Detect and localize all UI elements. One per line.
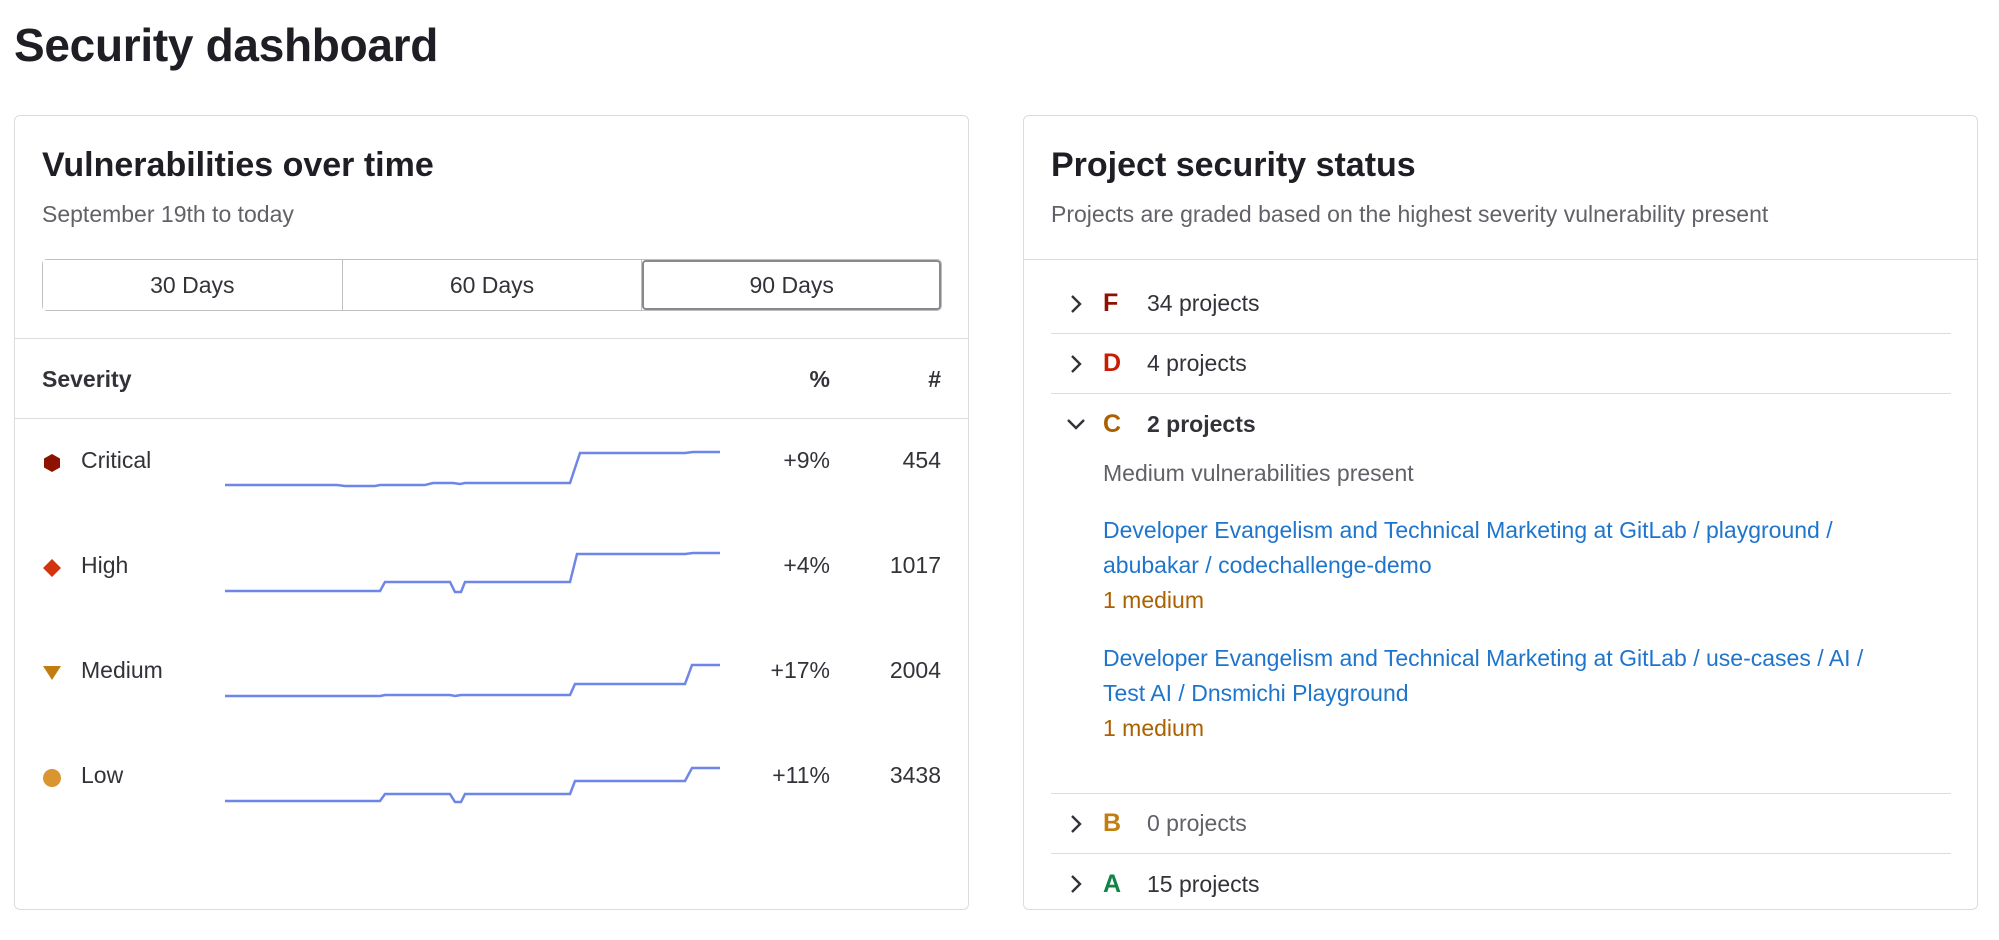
sparkline-medium xyxy=(225,663,720,698)
chevron-down-icon xyxy=(1067,419,1085,430)
severity-row-medium: Medium +17% 2004 xyxy=(15,651,968,711)
grade-row-d[interactable]: D 4 projects xyxy=(1051,334,1951,394)
grade-project-count: 2 projects xyxy=(1147,410,1256,437)
severity-header: Severity xyxy=(42,366,132,392)
vulnerabilities-over-time-card: Vulnerabilities over time September 19th… xyxy=(14,115,969,910)
sparkline-high xyxy=(225,551,720,594)
project-link-line2[interactable]: Test AI / Dnsmichi Playground xyxy=(1103,680,1409,706)
grade-project-count: 0 projects xyxy=(1147,810,1247,836)
grade-row-a[interactable]: A 15 projects xyxy=(1051,854,1951,914)
severity-label: Critical xyxy=(81,447,152,473)
severity-label: High xyxy=(81,552,129,578)
severity-count: 454 xyxy=(902,447,941,473)
project-link-line2[interactable]: abubakar / codechallenge-demo xyxy=(1103,552,1432,578)
grade-project-count: 4 projects xyxy=(1147,350,1247,376)
grade-project-count: 34 projects xyxy=(1147,290,1260,316)
severity-row-high: High +4% 1017 xyxy=(15,546,968,606)
triangle-down-icon xyxy=(43,666,61,680)
severity-percent: +9% xyxy=(783,447,830,473)
grade-letter: F xyxy=(1103,289,1119,317)
severity-count: 1017 xyxy=(889,552,941,578)
severity-count: 2004 xyxy=(889,657,941,683)
divider xyxy=(15,418,968,419)
range-selector: 30 Days 60 Days 90 Days xyxy=(42,259,942,311)
page-title: Security dashboard xyxy=(14,19,439,71)
grade-description: Medium vulnerabilities present xyxy=(1103,460,1414,486)
chevron-right-icon xyxy=(1071,294,1082,313)
diamond-icon xyxy=(43,559,61,577)
divider xyxy=(15,338,968,339)
grade-project-count: 15 projects xyxy=(1147,870,1260,897)
project-item: Developer Evangelism and Technical Marke… xyxy=(1103,641,1951,745)
vulnerabilities-date-range: September 19th to today xyxy=(42,201,294,227)
grade-row-f[interactable]: F 34 projects xyxy=(1051,274,1951,334)
percent-header: % xyxy=(809,366,830,392)
grade-row-b[interactable]: B 0 projects xyxy=(1051,794,1951,854)
project-link[interactable]: Developer Evangelism and Technical Marke… xyxy=(1103,513,1951,583)
grade-c-details: Medium vulnerabilities present Developer… xyxy=(1051,460,1951,793)
project-item: Developer Evangelism and Technical Marke… xyxy=(1103,513,1951,617)
chevron-right-icon xyxy=(1071,814,1082,833)
project-severity-count: 1 medium xyxy=(1103,587,1204,613)
chevron-right-icon xyxy=(1071,875,1082,893)
chevron-right-icon xyxy=(1071,354,1082,373)
severity-percent: +17% xyxy=(770,657,830,683)
sparkline-critical xyxy=(225,450,720,488)
project-status-title: Project security status xyxy=(1051,146,1416,184)
range-90-days-button[interactable]: 90 Days xyxy=(642,260,942,310)
project-severity-count: 1 medium xyxy=(1103,715,1204,741)
vulnerabilities-title: Vulnerabilities over time xyxy=(42,146,434,184)
grade-letter: C xyxy=(1103,409,1122,438)
severity-row-critical: Critical +9% 454 xyxy=(15,441,968,501)
severity-label: Low xyxy=(81,762,124,788)
circle-icon xyxy=(43,769,61,787)
severity-row-low: Low +11% 3438 xyxy=(15,756,968,816)
severity-percent: +11% xyxy=(772,762,830,788)
project-status-description: Projects are graded based on the highest… xyxy=(1051,201,1769,227)
grade-row-c-header[interactable]: C 2 projects xyxy=(1051,394,1951,454)
severity-count: 3438 xyxy=(889,762,941,788)
grade-row-c: C 2 projects Medium vulnerabilities pres… xyxy=(1051,394,1951,794)
project-link-line1[interactable]: Developer Evangelism and Technical Marke… xyxy=(1103,517,1833,543)
count-header: # xyxy=(928,366,941,392)
range-60-days-button[interactable]: 60 Days xyxy=(342,260,643,310)
range-30-days-button[interactable]: 30 Days xyxy=(43,260,343,310)
grade-list: F 34 projects D 4 projects C 2 projects … xyxy=(1051,274,1951,914)
grade-letter: D xyxy=(1103,349,1122,377)
hexagon-icon xyxy=(44,454,60,472)
divider xyxy=(1024,259,1977,260)
project-link[interactable]: Developer Evangelism and Technical Marke… xyxy=(1103,641,1951,711)
sparkline-low xyxy=(225,766,720,804)
grade-letter: B xyxy=(1103,809,1122,837)
project-link-line1[interactable]: Developer Evangelism and Technical Marke… xyxy=(1103,645,1864,671)
project-security-status-card: Project security status Projects are gra… xyxy=(1023,115,1978,910)
severity-percent: +4% xyxy=(783,552,830,578)
grade-letter: A xyxy=(1103,869,1122,898)
severity-label: Medium xyxy=(81,657,163,683)
